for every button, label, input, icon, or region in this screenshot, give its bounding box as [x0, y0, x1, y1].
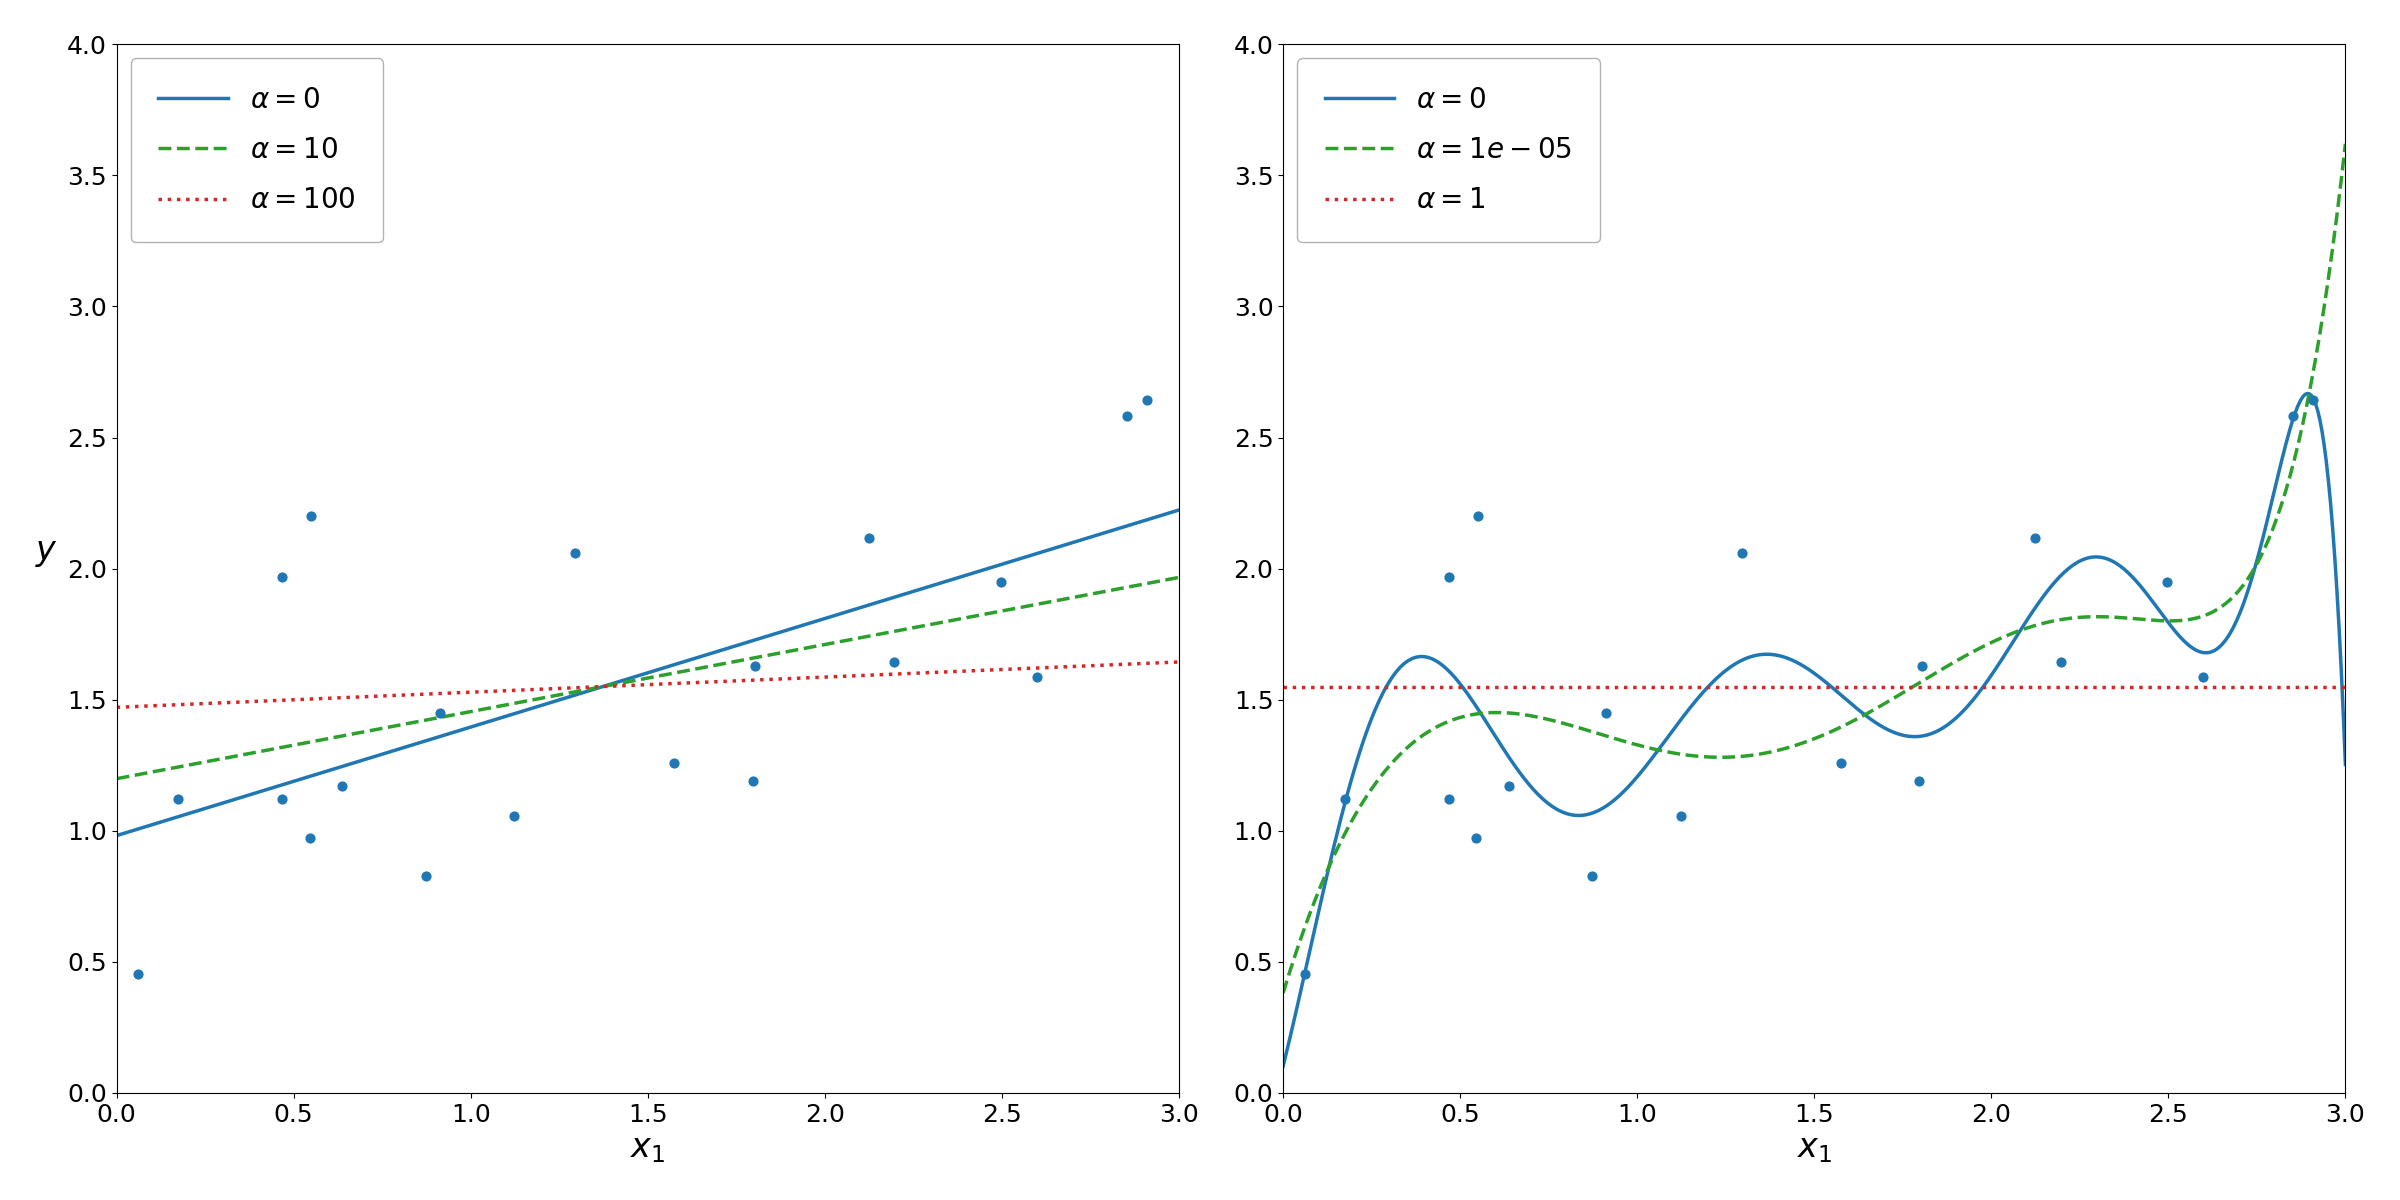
$\alpha = 0$ — [103, 828, 132, 842]
Point — [406, 866, 444, 886]
Point — [2294, 390, 2333, 409]
$\alpha = 1e - 05$ — [2138, 613, 2167, 628]
Point — [293, 506, 331, 526]
$\alpha = 100$ — [103, 700, 132, 714]
$\alpha = 0$ — [2138, 596, 2167, 611]
Line: $\alpha = 10$: $\alpha = 10$ — [118, 577, 1178, 779]
$\alpha = 0$ — [972, 562, 1001, 576]
Y-axis label: $y$: $y$ — [34, 535, 58, 569]
$\alpha = 0$ — [612, 672, 641, 686]
Point — [1822, 754, 1860, 773]
Line: $\alpha = 1e - 05$: $\alpha = 1e - 05$ — [1284, 144, 2345, 994]
Point — [1723, 544, 1762, 563]
$\alpha = 0$ — [2292, 386, 2321, 401]
$\alpha = 100$ — [734, 673, 763, 688]
$\alpha = 0$ — [1901, 730, 1930, 744]
Line: $\alpha = 0$: $\alpha = 0$ — [118, 510, 1178, 835]
$\alpha = 1$ — [1774, 679, 1802, 694]
Point — [420, 703, 458, 722]
Point — [1586, 703, 1625, 722]
$\alpha = 100$ — [1164, 655, 1193, 670]
$\alpha = 10$ — [677, 662, 706, 677]
Line: $\alpha = 100$: $\alpha = 100$ — [118, 662, 1178, 707]
Point — [1490, 776, 1529, 796]
$\alpha = 100$ — [607, 678, 636, 692]
Point — [2184, 667, 2222, 686]
Point — [850, 528, 888, 547]
$\alpha = 1$ — [1270, 679, 1298, 694]
$\alpha = 1$ — [1843, 679, 1872, 694]
$\alpha = 10$ — [1140, 575, 1169, 589]
Line: $\alpha = 0$: $\alpha = 0$ — [1284, 394, 2345, 1067]
Point — [1430, 568, 1469, 587]
Legend: $\alpha = 0$, $\alpha = 1e - 05$, $\alpha = 1$: $\alpha = 0$, $\alpha = 1e - 05$, $\alph… — [1296, 58, 1601, 242]
Point — [1018, 667, 1056, 686]
$\alpha = 10$ — [1164, 570, 1193, 584]
$\alpha = 0$ — [2306, 424, 2335, 438]
Point — [2016, 528, 2054, 547]
Point — [737, 656, 775, 676]
Point — [1459, 506, 1498, 526]
$\alpha = 10$ — [972, 606, 1001, 620]
$\alpha = 1e - 05$ — [2306, 326, 2335, 341]
Point — [264, 790, 302, 809]
Point — [1661, 806, 1699, 826]
$\alpha = 0$ — [2330, 757, 2359, 772]
Point — [655, 754, 694, 773]
$\alpha = 1$ — [1781, 679, 1810, 694]
$\alpha = 1e - 05$ — [1781, 739, 1810, 754]
Point — [1457, 828, 1495, 847]
$\alpha = 0$ — [677, 653, 706, 667]
Point — [1901, 770, 1939, 790]
$\alpha = 0$ — [1270, 1060, 1298, 1074]
$\alpha = 10$ — [103, 772, 132, 786]
$\alpha = 1e - 05$ — [1843, 712, 1872, 726]
$\alpha = 1e - 05$ — [1901, 678, 1930, 692]
$\alpha = 10$ — [612, 674, 641, 689]
$\alpha = 1$ — [1901, 679, 1930, 694]
Point — [557, 544, 595, 563]
Point — [264, 568, 302, 587]
$\alpha = 0$ — [1781, 654, 1810, 668]
Point — [2273, 406, 2311, 425]
Point — [1286, 964, 1325, 983]
Point — [876, 653, 914, 672]
$\alpha = 10$ — [734, 652, 763, 666]
$\alpha = 100$ — [972, 662, 1001, 677]
Point — [1903, 656, 1942, 676]
$\alpha = 0$ — [1843, 702, 1872, 716]
Point — [2148, 572, 2186, 592]
Point — [2042, 653, 2081, 672]
Point — [120, 964, 158, 983]
X-axis label: $x_1$: $x_1$ — [1798, 1133, 1831, 1165]
$\alpha = 1$ — [2306, 679, 2335, 694]
$\alpha = 100$ — [612, 678, 641, 692]
Point — [1106, 406, 1145, 425]
$\alpha = 1$ — [2138, 679, 2167, 694]
X-axis label: $x_1$: $x_1$ — [631, 1133, 665, 1165]
$\alpha = 0$ — [1140, 511, 1169, 526]
$\alpha = 1e - 05$ — [1774, 740, 1802, 755]
$\alpha = 0$ — [607, 673, 636, 688]
Point — [290, 828, 329, 847]
Legend: $\alpha = 0$, $\alpha = 10$, $\alpha = 100$: $\alpha = 0$, $\alpha = 10$, $\alpha = 1… — [130, 58, 384, 242]
Point — [1574, 866, 1613, 886]
Point — [1325, 790, 1363, 809]
$\alpha = 10$ — [607, 676, 636, 690]
$\alpha = 1$ — [2330, 679, 2359, 694]
Point — [734, 770, 773, 790]
Point — [1128, 390, 1166, 409]
Point — [324, 776, 362, 796]
$\alpha = 1e - 05$ — [1270, 986, 1298, 1001]
Point — [1430, 790, 1469, 809]
$\alpha = 100$ — [1140, 656, 1169, 671]
Point — [494, 806, 533, 826]
Point — [982, 572, 1020, 592]
$\alpha = 1e - 05$ — [2330, 137, 2359, 151]
$\alpha = 0$ — [734, 635, 763, 649]
$\alpha = 0$ — [1164, 503, 1193, 517]
$\alpha = 100$ — [677, 676, 706, 690]
Point — [158, 790, 197, 809]
$\alpha = 0$ — [1774, 652, 1802, 666]
